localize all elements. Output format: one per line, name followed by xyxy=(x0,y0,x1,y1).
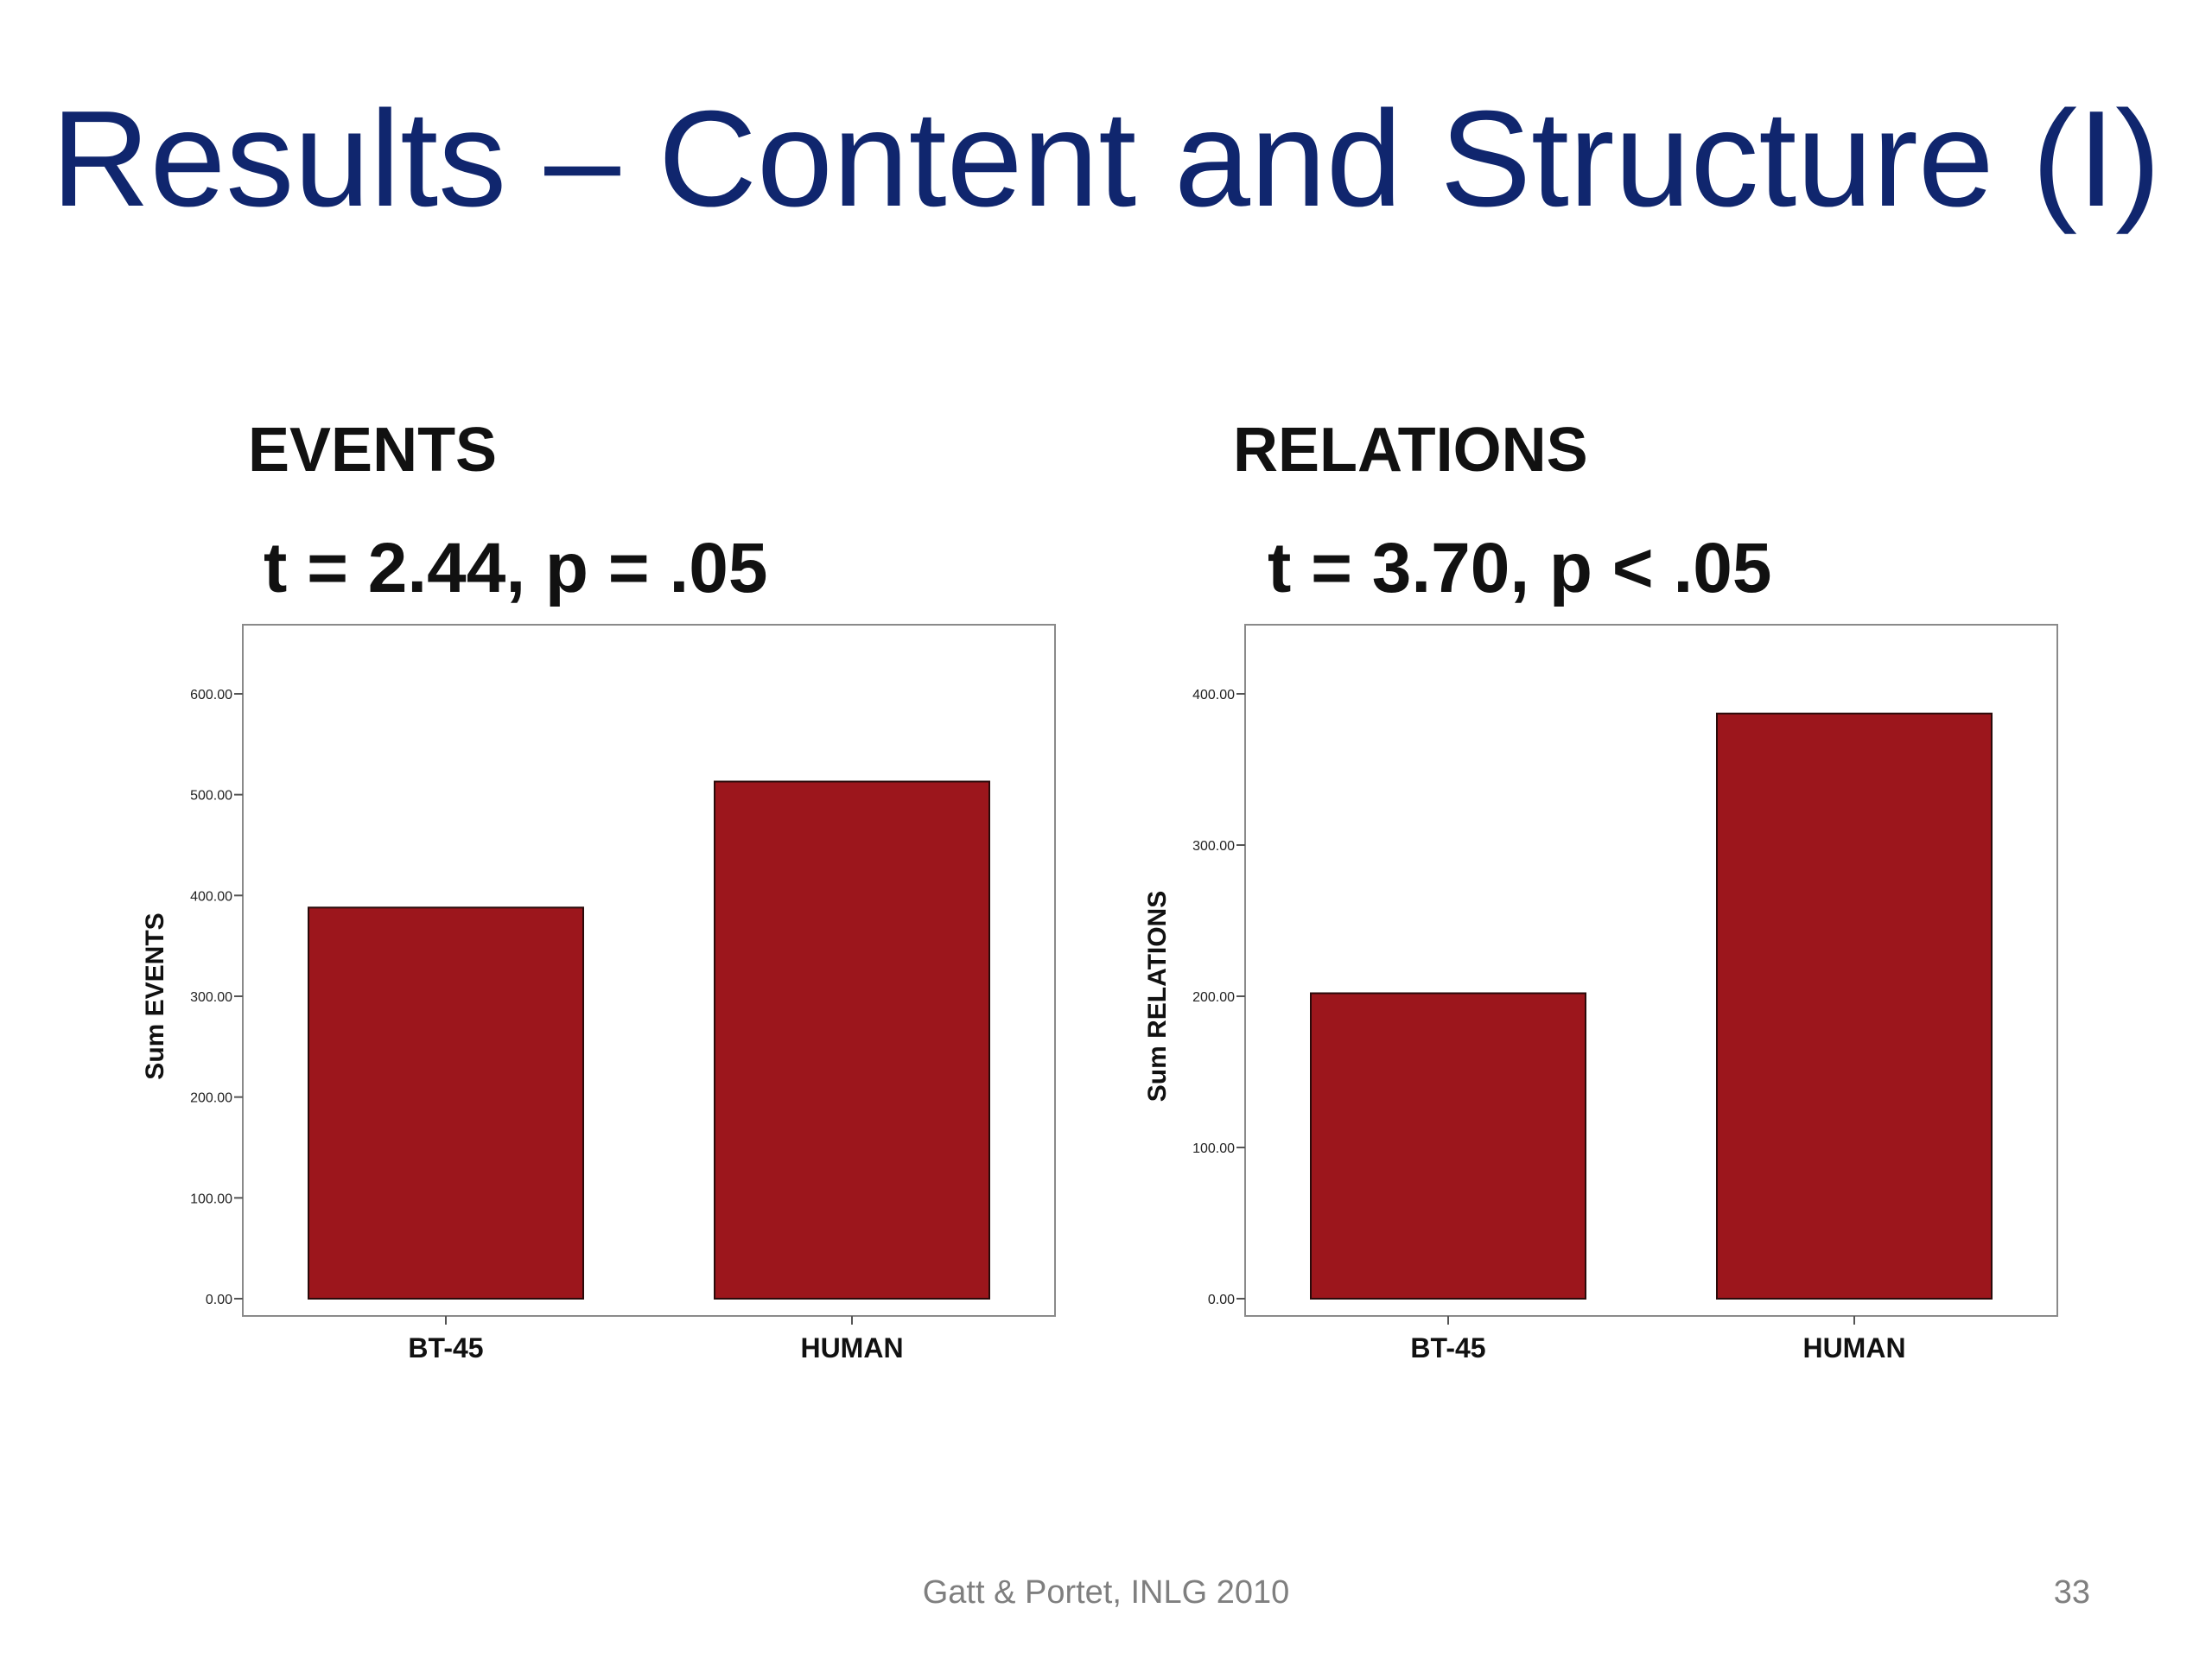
y-tick-label: 300.00 xyxy=(190,990,232,1005)
y-axis-title: Sum EVENTS xyxy=(141,912,169,1079)
plot-frame xyxy=(1244,624,2058,1317)
x-tick-label-bt-45: BT-45 xyxy=(1410,1332,1485,1363)
bar-human xyxy=(1716,712,1993,1300)
x-tick-label-bt-45: BT-45 xyxy=(408,1332,483,1363)
y-tick-label: 500.00 xyxy=(190,789,232,804)
events-heading: EVENTS xyxy=(248,416,498,485)
y-tick-label: 400.00 xyxy=(1192,688,1235,702)
relations-heading: RELATIONS xyxy=(1233,416,1588,485)
bar-human xyxy=(714,780,990,1300)
page-number: 33 xyxy=(2053,1574,2090,1611)
y-tick-label: 0.00 xyxy=(206,1293,232,1307)
x-tick-label-human: HUMAN xyxy=(1802,1332,1905,1363)
y-tick-label: 200.00 xyxy=(190,1091,232,1106)
y-tick-label: 200.00 xyxy=(1192,990,1235,1005)
relations-bar-chart: 0.00 100.00 200.00 300.00 400.00 Sum RELATION… xyxy=(1143,624,2058,1363)
slide-title: Results – Content and Structure (I) xyxy=(51,83,2161,235)
y-tick-label: 100.00 xyxy=(190,1192,232,1206)
plot-frame xyxy=(242,624,1056,1317)
bar-bt-45 xyxy=(308,906,584,1300)
y-tick-label: 600.00 xyxy=(190,688,232,702)
bar-bt-45 xyxy=(1310,992,1586,1300)
y-tick-label: 400.00 xyxy=(190,889,232,904)
relations-stat: t = 3.70, p < .05 xyxy=(1268,529,1772,607)
slide-footer: Gatt & Portet, INLG 2010 xyxy=(922,1574,1290,1611)
y-tick-label: 300.00 xyxy=(1192,839,1235,854)
y-axis-title: Sum RELATIONS xyxy=(1143,891,1172,1102)
y-tick-label: 0.00 xyxy=(1208,1293,1235,1307)
events-bar-chart: 0.00 100.00 200.00 300.00 400.00 500.00 600.00… xyxy=(141,624,1056,1363)
events-stat: t = 2.44, p = .05 xyxy=(264,529,768,607)
y-tick-label: 100.00 xyxy=(1192,1141,1235,1156)
x-tick-label-human: HUMAN xyxy=(800,1332,903,1363)
